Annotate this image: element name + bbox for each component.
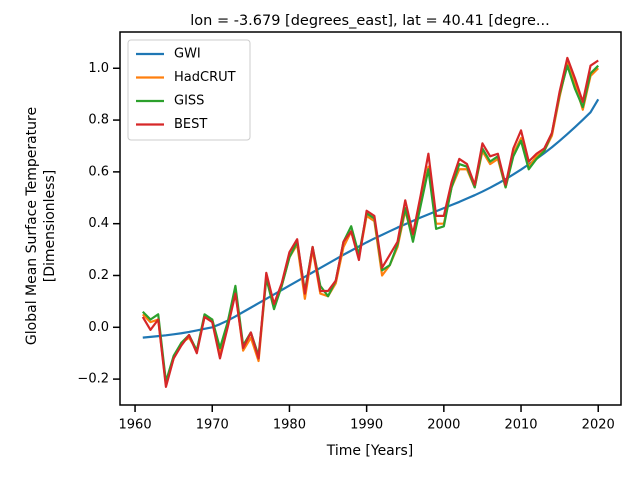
legend-label: BEST xyxy=(174,117,207,132)
legend-label: GWI xyxy=(174,47,201,62)
y-tick-label: −0.2 xyxy=(77,372,109,387)
y-tick-label: 0.6 xyxy=(88,164,109,179)
series-line xyxy=(142,98,600,339)
x-tick-label: 2020 xyxy=(582,418,615,433)
legend-label: HadCRUT xyxy=(174,70,236,85)
y-axis-label: Global Mean Surface Temperature xyxy=(24,107,40,345)
series-line xyxy=(141,64,600,383)
plot-frame xyxy=(119,31,622,406)
x-tick-label: 1970 xyxy=(196,418,229,433)
y-tick-label: 0.8 xyxy=(88,113,109,128)
y-axis-label: [Dimensionless] xyxy=(42,170,58,282)
y-tick-label: 0.4 xyxy=(88,216,109,231)
x-tick-label: 1980 xyxy=(273,418,306,433)
x-tick-label: 2000 xyxy=(427,418,460,433)
x-tick-label: 1960 xyxy=(119,418,152,433)
legend: GWI HadCRUT GISS BEST xyxy=(127,39,251,141)
y-tick-label: 0.2 xyxy=(88,268,109,283)
series-line xyxy=(141,56,599,388)
legend-label: GISS xyxy=(174,94,204,109)
chart-title: lon = -3.679 [degrees_east], lat = 40.41… xyxy=(190,13,549,29)
y-tick-label: 1.0 xyxy=(88,61,109,76)
y-tick-label: 0.0 xyxy=(88,320,109,335)
x-tick-label: 2010 xyxy=(504,418,537,433)
legend-box xyxy=(127,39,251,141)
x-axis-label: Time [Years] xyxy=(326,443,414,459)
x-tick-label: 1990 xyxy=(350,418,383,433)
